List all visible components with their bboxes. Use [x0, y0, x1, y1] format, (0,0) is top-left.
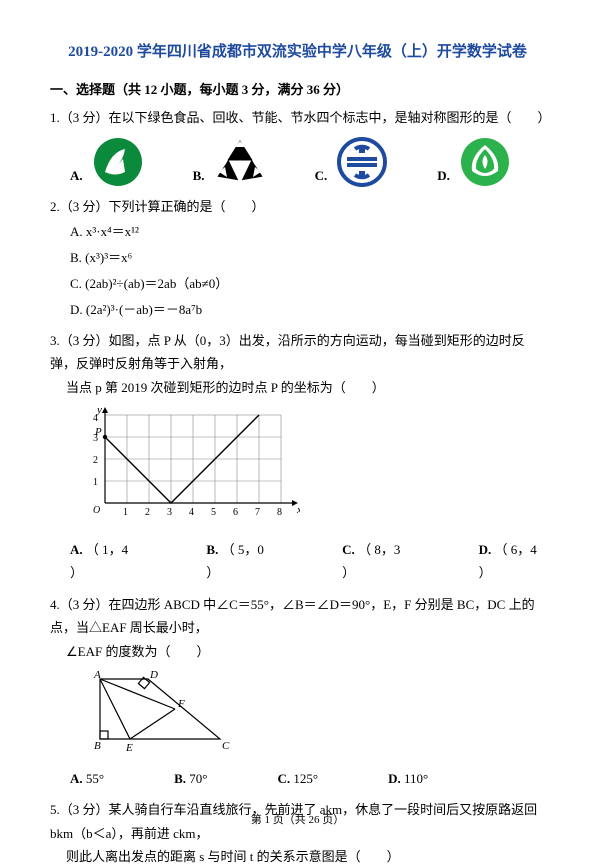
q1-options: A. B. C. [70, 137, 545, 187]
svg-text:F: F [177, 698, 185, 710]
question-1: 1.（3 分）在以下绿色食品、回收、节能、节水四个标志中，是轴对称图形的是（ ）… [50, 106, 545, 187]
q4-figure: A B C D E F [80, 669, 240, 759]
recycle-icon [215, 137, 265, 187]
q5-stem2: 则此人离出发点的距离 s 与时间 t 的关系示意图是（ ） [66, 845, 545, 868]
q1-label-a: A. [70, 164, 83, 187]
q3-opt-c: C. （ 8，3 ） [342, 538, 408, 585]
svg-text:E: E [125, 742, 133, 754]
section-header: 一、选择题（共 12 小题，每小题 3 分，满分 36 分） [50, 79, 545, 98]
q4-options: A. 55° B. 70° C. 125° D. 110° [70, 767, 545, 790]
page-footer: 第 1 页（共 26 页） [0, 811, 595, 827]
energy-save-icon [337, 137, 387, 187]
q1-opt-d: D. [437, 137, 510, 187]
q4-opt-a: A. 55° [70, 767, 104, 790]
svg-text:3: 3 [93, 433, 98, 444]
svg-text:5: 5 [211, 507, 216, 518]
svg-text:4: 4 [189, 507, 194, 518]
svg-text:B: B [94, 740, 101, 752]
q1-opt-a: A. [70, 137, 143, 187]
q4-stem2: ∠EAF 的度数为（ ） [66, 640, 545, 663]
q1-label-b: B. [193, 164, 205, 187]
q1-opt-b: B. [193, 137, 265, 187]
q4-opt-d: D. 110° [388, 767, 428, 790]
q2-stem: 2.（3 分）下列计算正确的是（ ） [50, 195, 545, 218]
q1-stem: 1.（3 分）在以下绿色食品、回收、节能、节水四个标志中，是轴对称图形的是（ ） [50, 106, 545, 129]
svg-text:x: x [296, 504, 300, 516]
svg-text:7: 7 [255, 507, 260, 518]
q3-stem: 3.（3 分）如图，点 P 从（0，3）出发，沿所示的方向运动，每当碰到矩形的边… [50, 329, 545, 376]
q2-options: A. x³·x⁴＝x¹² B. (x³)³＝x⁶ C. (2ab)²÷(ab)＝… [70, 219, 545, 323]
question-4: 4.（3 分）在四边形 ABCD 中∠C＝55°，∠B＝∠D＝90°，E，F 分… [50, 593, 545, 791]
q3-stem2: 当点 p 第 2019 次碰到矩形的边时点 P 的坐标为（ ） [66, 376, 545, 399]
svg-text:1: 1 [93, 477, 98, 488]
q3-opt-a: A. （ 1，4 ） [70, 538, 136, 585]
question-2: 2.（3 分）下列计算正确的是（ ） A. x³·x⁴＝x¹² B. (x³)³… [50, 195, 545, 322]
page-title: 2019-2020 学年四川省成都市双流实验中学八年级（上）开学数学试卷 [50, 40, 545, 61]
q3-options: A. （ 1，4 ） B. （ 5，0 ） C. （ 8，3 ） D. （ 6，… [70, 538, 545, 585]
q2-opt-d: D. (2a²)³·(－ab)＝－8a⁷b [70, 297, 545, 323]
q1-label-c: C. [315, 164, 328, 187]
q4-opt-b: B. 70° [174, 767, 207, 790]
q2-opt-a: A. x³·x⁴＝x¹² [70, 219, 545, 245]
q2-opt-b: B. (x³)³＝x⁶ [70, 245, 545, 271]
q1-label-d: D. [437, 164, 450, 187]
question-3: 3.（3 分）如图，点 P 从（0，3）出发，沿所示的方向运动，每当碰到矩形的边… [50, 329, 545, 585]
q3-graph: P y x 3 2 1 4 O 12 34 56 78 [80, 405, 300, 530]
svg-text:D: D [149, 669, 158, 681]
q4-stem: 4.（3 分）在四边形 ABCD 中∠C＝55°，∠B＝∠D＝90°，E，F 分… [50, 593, 545, 640]
svg-text:6: 6 [233, 507, 238, 518]
svg-text:A: A [93, 669, 101, 681]
svg-text:2: 2 [145, 507, 150, 518]
q2-opt-c: C. (2ab)²÷(ab)＝2ab（ab≠0） [70, 271, 545, 297]
green-food-icon [93, 137, 143, 187]
svg-text:4: 4 [93, 413, 98, 424]
svg-text:O: O [93, 505, 100, 516]
q3-opt-b: B. （ 5，0 ） [206, 538, 272, 585]
svg-text:C: C [222, 740, 230, 752]
q4-opt-c: C. 125° [277, 767, 318, 790]
q3-opt-d: D. （ 6，4 ） [479, 538, 545, 585]
svg-text:8: 8 [277, 507, 282, 518]
question-5: 5.（3 分）某人骑自行车沿直线旅行，先前进了 akm，休息了一段时间后又按原路… [50, 798, 545, 868]
water-save-icon [460, 137, 510, 187]
svg-text:3: 3 [167, 507, 172, 518]
q1-opt-c: C. [315, 137, 388, 187]
svg-text:2: 2 [93, 455, 98, 466]
svg-text:1: 1 [123, 507, 128, 518]
